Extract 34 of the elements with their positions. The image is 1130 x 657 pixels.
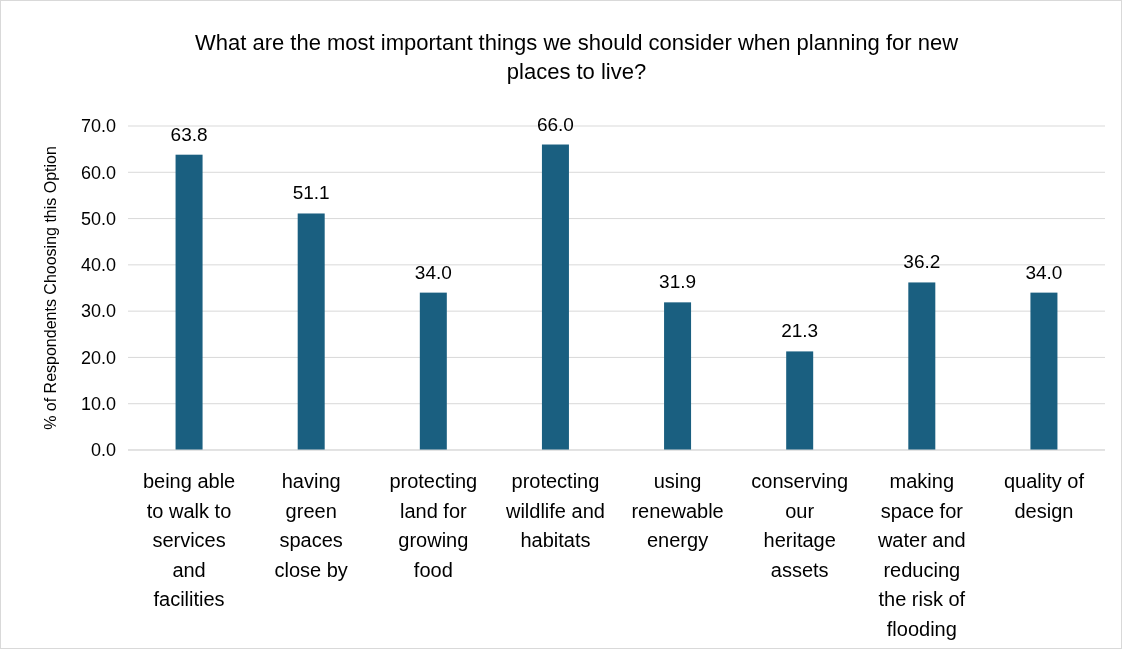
y-tick-label: 40.0 [80,255,116,276]
y-tick-label: 70.0 [80,116,116,137]
y-tick-label: 60.0 [80,162,116,183]
bar [908,282,936,450]
bar [786,351,814,450]
bar [664,302,692,450]
bar [419,292,447,450]
data-label: 63.8 [170,123,208,145]
y-tick-label: 20.0 [80,347,116,368]
data-label: 51.1 [292,182,330,204]
y-tick-label: 0.0 [90,440,116,461]
x-tick-label: protecting land for growing food [389,470,478,581]
data-label: 34.0 [1025,261,1063,283]
x-tick-label: having green spaces close by [274,470,348,581]
chart-title: What are the most important things we should consider when planning for new places to live? [194,30,959,84]
y-tick-label: 50.0 [80,208,116,229]
data-label: 36.2 [903,251,941,273]
data-label: 21.3 [781,320,819,342]
x-tick-label: making space for water and reducing the risk of flooding [876,470,966,640]
bar [175,154,203,450]
data-label: 31.9 [659,271,697,293]
y-axis-title: % of Respondents Choosing this Option [42,146,59,430]
bar [297,213,325,450]
x-tick-label: protecting wildlife and habitats [504,470,605,551]
y-tick-label: 10.0 [80,394,116,415]
x-tick-label: quality of design [1003,470,1085,522]
x-tick-label: being able to walk to services and facilities [142,470,236,610]
x-tick-label: conserving our heritage assets [751,470,849,581]
bar [541,144,569,450]
bar [1030,292,1058,450]
data-label: 34.0 [414,261,452,283]
data-label: 66.0 [536,113,574,135]
x-tick-label: using renewable energy [631,470,724,551]
y-tick-label: 30.0 [80,301,116,322]
